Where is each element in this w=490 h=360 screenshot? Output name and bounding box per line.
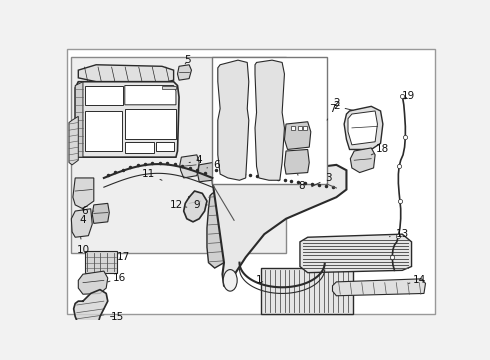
Polygon shape — [333, 279, 425, 296]
Polygon shape — [212, 165, 346, 288]
Bar — [84, 251, 117, 273]
Polygon shape — [303, 126, 307, 130]
Polygon shape — [69, 116, 78, 165]
Text: 4: 4 — [80, 208, 86, 225]
Polygon shape — [350, 148, 375, 172]
Polygon shape — [74, 289, 108, 328]
Text: 7: 7 — [327, 104, 336, 120]
Text: 13: 13 — [390, 229, 409, 239]
Polygon shape — [255, 60, 285, 180]
Text: 6: 6 — [81, 206, 94, 216]
Polygon shape — [78, 65, 173, 83]
Ellipse shape — [223, 270, 237, 291]
Bar — [71, 57, 286, 253]
Polygon shape — [78, 271, 108, 294]
Text: 15: 15 — [110, 311, 123, 321]
Text: 5: 5 — [184, 55, 191, 65]
Text: 6: 6 — [207, 160, 220, 170]
Text: 10: 10 — [76, 237, 90, 255]
Polygon shape — [92, 203, 109, 223]
Text: 18: 18 — [371, 144, 390, 155]
Text: 17: 17 — [117, 252, 130, 262]
Text: 11: 11 — [142, 169, 162, 180]
Polygon shape — [125, 142, 154, 153]
Text: 19: 19 — [402, 91, 415, 100]
Polygon shape — [156, 142, 173, 151]
Polygon shape — [291, 126, 294, 130]
Text: 2: 2 — [333, 101, 353, 111]
Polygon shape — [344, 106, 383, 149]
Polygon shape — [285, 122, 311, 149]
Polygon shape — [73, 178, 94, 209]
Polygon shape — [84, 86, 123, 105]
Polygon shape — [207, 188, 233, 268]
Text: 8: 8 — [297, 174, 305, 191]
Polygon shape — [297, 126, 301, 130]
Polygon shape — [348, 111, 377, 145]
Polygon shape — [180, 155, 199, 178]
Polygon shape — [285, 149, 309, 174]
Polygon shape — [177, 65, 192, 80]
Polygon shape — [197, 163, 215, 182]
Polygon shape — [162, 86, 176, 89]
Polygon shape — [300, 234, 412, 273]
Bar — [212, 57, 327, 184]
Text: 14: 14 — [409, 275, 426, 285]
Polygon shape — [218, 60, 249, 180]
Polygon shape — [125, 86, 176, 105]
Bar — [261, 268, 353, 314]
Polygon shape — [72, 209, 92, 237]
Text: 3: 3 — [312, 173, 332, 187]
Text: 12: 12 — [170, 200, 187, 210]
Polygon shape — [125, 109, 176, 139]
Polygon shape — [184, 191, 207, 222]
Polygon shape — [75, 82, 83, 157]
Polygon shape — [75, 82, 179, 157]
Text: 9: 9 — [194, 200, 207, 210]
Polygon shape — [84, 111, 122, 151]
Text: 2: 2 — [333, 98, 340, 108]
Text: 4: 4 — [189, 155, 202, 165]
Text: 1: 1 — [256, 275, 263, 285]
Text: 16: 16 — [108, 273, 126, 283]
